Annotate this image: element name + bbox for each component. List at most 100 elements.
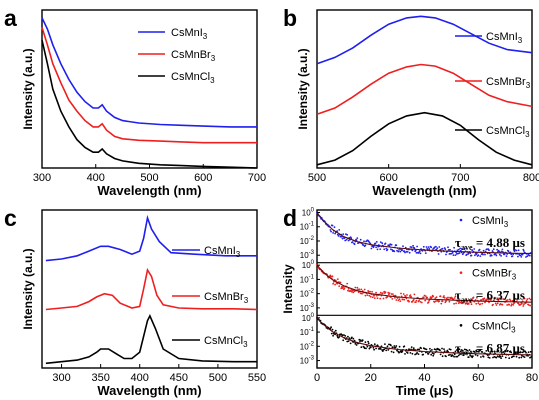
data-point <box>355 344 358 346</box>
data-point <box>406 294 408 296</box>
data-point <box>390 350 393 353</box>
data-point <box>415 299 418 302</box>
data-point <box>375 291 377 294</box>
data-point <box>349 342 352 345</box>
data-point <box>470 254 473 257</box>
data-point <box>509 299 512 302</box>
data-point <box>343 287 346 289</box>
data-point <box>362 244 365 247</box>
data-point <box>416 352 418 354</box>
data-point <box>398 351 400 354</box>
data-point <box>331 275 334 278</box>
data-point <box>408 251 411 254</box>
data-point <box>371 290 373 293</box>
data-point <box>394 346 397 349</box>
x-axis-title: Wavelength (nm) <box>372 183 476 198</box>
data-point <box>500 357 502 360</box>
data-point <box>477 302 480 304</box>
y-axis-title: Intensity (a.u.) <box>21 48 35 129</box>
plot-frame <box>41 209 258 369</box>
data-point <box>430 353 433 356</box>
data-point <box>443 348 445 350</box>
data-point <box>486 248 488 251</box>
data-point <box>373 348 375 351</box>
x-tick-label: 40 <box>418 372 430 384</box>
data-point <box>436 247 439 250</box>
data-point <box>461 248 463 251</box>
data-point <box>387 349 390 351</box>
data-point <box>467 356 470 358</box>
data-point <box>422 353 425 356</box>
data-point <box>496 302 499 305</box>
data-point <box>482 253 484 256</box>
x-tick-label: 700 <box>248 172 266 184</box>
data-point <box>487 356 490 359</box>
data-point <box>387 291 390 294</box>
data-point <box>399 250 402 253</box>
data-point <box>346 282 349 285</box>
data-point <box>341 334 344 337</box>
data-point <box>353 290 356 293</box>
data-point <box>486 297 489 299</box>
data-point <box>490 298 492 301</box>
x-tick-label: 600 <box>194 172 212 184</box>
panel-b: b 500 600 700 800 Wavelength (nm) Intensity (a… <box>283 5 539 198</box>
data-point <box>447 246 449 249</box>
fit-line <box>316 264 533 303</box>
data-point <box>394 297 396 299</box>
data-point <box>373 294 375 297</box>
data-point <box>496 248 498 251</box>
legend-label: CsMnCl3 <box>171 71 215 85</box>
data-point <box>457 354 460 357</box>
data-point <box>329 229 332 231</box>
data-point <box>427 246 430 249</box>
data-point <box>403 345 406 348</box>
data-point <box>435 348 437 351</box>
data-point <box>331 328 334 331</box>
data-point <box>495 304 498 306</box>
data-point <box>519 254 522 257</box>
data-point <box>453 302 455 305</box>
series-line-CsMnI3 <box>316 15 533 65</box>
data-point <box>391 298 394 300</box>
data-point <box>471 249 474 252</box>
data-point <box>346 340 349 343</box>
data-point <box>495 254 498 257</box>
data-point <box>411 249 414 252</box>
data-points <box>316 211 533 258</box>
data-point <box>366 345 369 348</box>
data-point <box>397 250 400 253</box>
data-point <box>450 252 453 255</box>
data-point <box>406 352 409 354</box>
data-point <box>525 256 527 258</box>
data-point <box>384 242 387 245</box>
x-tick-label: 300 <box>52 372 70 384</box>
legend-label: CsMnCl3 <box>204 335 248 349</box>
data-point <box>334 283 336 286</box>
data-point <box>445 300 447 302</box>
data-point <box>390 344 392 347</box>
data-point <box>499 355 502 358</box>
data-point <box>459 247 461 250</box>
data-point <box>474 351 476 353</box>
plot-area <box>45 214 258 365</box>
x-tick-label: 800 <box>523 172 539 184</box>
data-point <box>483 297 486 300</box>
data-point <box>457 350 459 353</box>
data-point <box>458 348 461 351</box>
data-point <box>393 250 396 253</box>
data-point <box>501 303 504 306</box>
data-point <box>429 296 432 299</box>
data-point <box>418 250 421 253</box>
data-point <box>498 297 500 300</box>
data-point <box>449 248 451 251</box>
data-point <box>351 336 353 339</box>
x-tick-label: 60 <box>472 372 484 384</box>
data-point <box>459 350 462 353</box>
data-point <box>409 352 412 354</box>
data-point <box>506 349 509 352</box>
data-point <box>466 349 469 352</box>
data-point <box>469 301 472 304</box>
data-point <box>338 336 341 338</box>
legend-label: CsMnBr3 <box>204 291 249 305</box>
